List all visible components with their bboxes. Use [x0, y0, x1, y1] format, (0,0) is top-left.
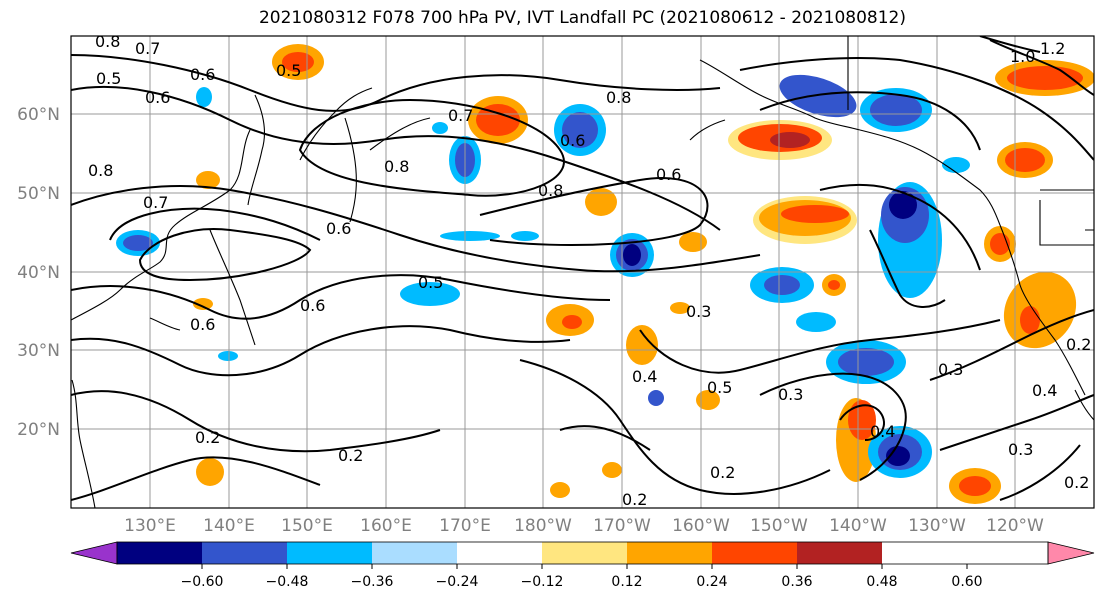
lon-label: 150°E — [281, 516, 333, 536]
colorbar-extend-high — [1047, 541, 1095, 565]
lon-label: 170°E — [439, 516, 491, 536]
contour-label: 0.6 — [326, 219, 351, 238]
colorbar-tick-label: 0.48 — [866, 574, 897, 590]
contour-label: 0.6 — [656, 165, 681, 184]
contour-label: 0.2 — [1066, 335, 1091, 354]
colorbar-tick-label: 0.12 — [611, 574, 642, 590]
colorbar-bin — [542, 542, 627, 564]
colorbar-tick-label: −0.36 — [351, 574, 394, 590]
contour-label: 1.0 — [1010, 47, 1035, 66]
map-content: 0.8 0.7 0.5 0.6 0.6 0.5 0.8 0.7 0.7 0.6 … — [71, 32, 1094, 509]
lon-label: 180°W — [514, 516, 572, 536]
lat-label: 60°N — [17, 105, 60, 125]
colorbar-bin — [457, 542, 542, 564]
colorbar-tick-label: 0.24 — [696, 574, 727, 590]
contour-label: 0.6 — [145, 88, 170, 107]
contour-label: 0.4 — [870, 422, 895, 441]
contour-label: 0.8 — [95, 32, 120, 51]
lon-label: 160°E — [360, 516, 412, 536]
contour-label: 0.3 — [938, 360, 963, 379]
lon-label: 150°W — [750, 516, 808, 536]
contour-labels: 0.8 0.7 0.5 0.6 0.6 0.5 0.8 0.7 0.7 0.6 … — [88, 32, 1091, 509]
lon-label: 140°W — [829, 516, 887, 536]
contour-label: 0.8 — [606, 88, 631, 107]
contour-label: 0.4 — [1032, 381, 1057, 400]
colorbar-bin — [287, 542, 372, 564]
colorbar-bin — [712, 542, 797, 564]
contour-label: 0.3 — [686, 302, 711, 321]
contour-label: 0.5 — [418, 273, 443, 292]
contour-label: 0.6 — [300, 296, 325, 315]
contour-label: 0.2 — [195, 428, 220, 447]
contour-label: 0.3 — [778, 385, 803, 404]
contour-label: 0.2 — [1064, 473, 1089, 492]
lat-label: 40°N — [17, 263, 60, 283]
colorbar-tick-label: −0.60 — [181, 574, 224, 590]
shaded-anomalies — [116, 44, 1094, 504]
colorbar-tick-label: −0.12 — [521, 574, 564, 590]
contour-label: 0.2 — [622, 490, 647, 509]
colorbar-tick-label: −0.24 — [436, 574, 479, 590]
colorbar-frame — [116, 541, 1049, 565]
map-title: 2021080312 F078 700 hPa PV, IVT Landfall… — [258, 8, 906, 28]
colorbar-extend-low — [70, 541, 118, 565]
contour-label: 0.7 — [135, 39, 160, 58]
contour-label: 0.2 — [710, 463, 735, 482]
colorbar-bin — [117, 542, 202, 564]
contour-label: 0.2 — [338, 446, 363, 465]
contour-label: 0.5 — [276, 61, 301, 80]
contour-label: 0.7 — [143, 193, 168, 212]
colorbar-tick-label: −0.48 — [266, 574, 309, 590]
map-frame — [70, 35, 1095, 509]
contour-label: 0.5 — [96, 69, 121, 88]
colorbar-bin — [202, 542, 287, 564]
lon-label: 140°E — [203, 516, 255, 536]
contour-label: 0.5 — [707, 378, 732, 397]
colorbar-bin — [627, 542, 712, 564]
colorbar-bin — [797, 542, 882, 564]
lon-label: 130°E — [124, 516, 176, 536]
colorbar-tick-label: 0.60 — [951, 574, 982, 590]
contour-label: 0.6 — [560, 131, 585, 150]
contour-label: 0.8 — [538, 181, 563, 200]
contour-label: 0.3 — [1008, 440, 1033, 459]
colorbar-bin — [372, 542, 457, 564]
contour-label: 0.8 — [88, 161, 113, 180]
colorbar: −0.60 −0.48 −0.36 −0.24 −0.12 0.12 0.24 … — [70, 541, 1095, 590]
lon-label: 120°W — [986, 516, 1044, 536]
lat-label: 30°N — [17, 341, 60, 361]
contour-label: 0.6 — [190, 315, 215, 334]
contour-label: 0.8 — [384, 157, 409, 176]
lon-label: 130°W — [908, 516, 966, 536]
lat-label: 50°N — [17, 184, 60, 204]
contour-label: 1.2 — [1040, 39, 1065, 58]
lat-label: 20°N — [17, 420, 60, 440]
pv-contours — [71, 36, 1094, 501]
lon-label: 170°W — [593, 516, 651, 536]
latitude-labels: 60°N 50°N 40°N 30°N 20°N — [17, 105, 60, 440]
lon-label: 160°W — [672, 516, 730, 536]
contour-label: 0.4 — [632, 367, 657, 386]
colorbar-tick-label: 0.36 — [781, 574, 812, 590]
contour-label: 0.6 — [190, 65, 215, 84]
contour-label: 0.7 — [448, 106, 473, 125]
longitude-labels: 130°E 140°E 150°E 160°E 170°E 180°W 170°… — [124, 516, 1044, 536]
gridlines — [71, 36, 1094, 508]
